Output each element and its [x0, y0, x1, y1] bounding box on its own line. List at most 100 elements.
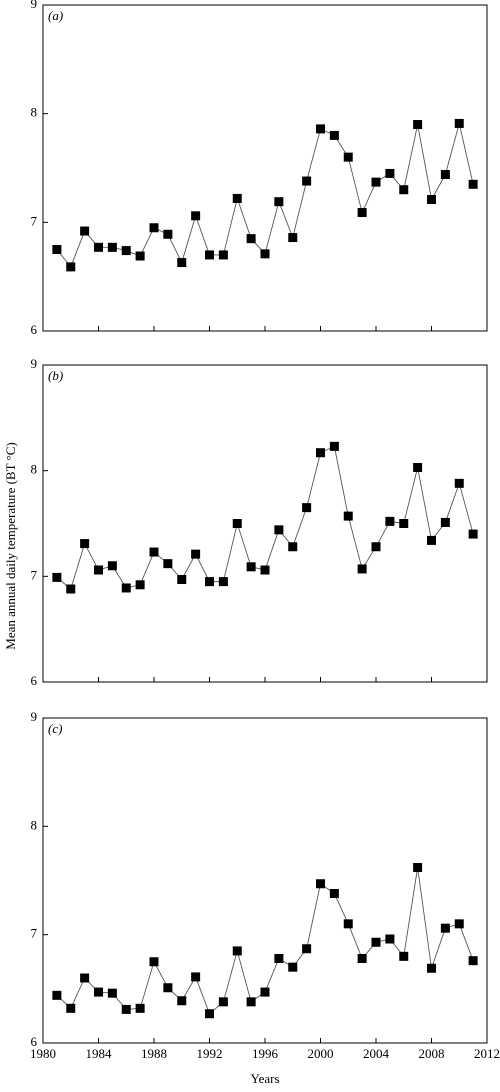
marker [149, 547, 159, 557]
x-tick-label: 2012 [474, 1046, 500, 1061]
x-tick-label: 2004 [363, 1046, 390, 1061]
marker [316, 124, 325, 134]
marker [94, 242, 103, 252]
marker [302, 176, 312, 186]
panel-label: (c) [48, 721, 62, 736]
marker [191, 972, 201, 982]
marker [329, 889, 339, 898]
y-tick-label: 7 [31, 926, 38, 941]
marker [80, 973, 90, 983]
marker [427, 963, 436, 973]
marker [66, 1003, 76, 1013]
x-tick-label: 1988 [141, 1046, 167, 1061]
y-tick-label: 7 [31, 213, 38, 228]
marker [371, 937, 381, 947]
marker [177, 258, 187, 268]
marker [371, 542, 381, 552]
marker [205, 1009, 214, 1019]
marker [260, 565, 270, 575]
marker [121, 583, 131, 593]
marker [454, 118, 464, 128]
marker [468, 529, 478, 539]
marker [191, 211, 201, 221]
marker [121, 1004, 131, 1014]
marker [205, 250, 214, 260]
marker [343, 511, 353, 521]
marker [52, 245, 62, 254]
marker [177, 575, 187, 585]
panel-label: (b) [48, 368, 63, 383]
marker [107, 242, 117, 252]
marker [385, 516, 395, 526]
plot-frame [42, 364, 488, 683]
y-axis-label: Mean annual daily temperature (BT °C) [3, 442, 18, 649]
y-tick-label: 8 [31, 817, 38, 832]
marker [135, 580, 145, 590]
marker [440, 517, 450, 527]
marker [191, 549, 201, 559]
marker [329, 130, 339, 140]
marker [343, 919, 353, 929]
marker [357, 564, 367, 574]
marker [94, 987, 103, 997]
y-tick-label: 6 [31, 673, 38, 688]
marker [135, 251, 145, 261]
x-tick-label: 2008 [419, 1046, 445, 1061]
marker [274, 197, 284, 207]
marker [52, 572, 62, 582]
marker [316, 448, 325, 458]
marker [246, 234, 256, 244]
marker [149, 957, 159, 967]
marker [163, 559, 173, 569]
marker [94, 565, 103, 575]
y-tick-label: 6 [31, 1034, 38, 1049]
marker [329, 441, 339, 451]
marker [274, 954, 284, 963]
x-tick-label: 1984 [86, 1046, 113, 1061]
series-line [56, 123, 474, 268]
marker [468, 956, 478, 966]
y-tick-label: 9 [31, 709, 38, 724]
marker [177, 996, 187, 1006]
x-axis-label: Years [250, 1071, 279, 1086]
marker [440, 923, 450, 933]
y-tick-label: 9 [31, 356, 38, 371]
marker [454, 478, 464, 488]
x-tick-label: 1996 [252, 1046, 279, 1061]
marker [427, 535, 436, 545]
marker [107, 988, 117, 998]
y-tick-label: 7 [31, 567, 38, 582]
marker [232, 946, 242, 956]
marker [218, 577, 228, 587]
marker [357, 208, 367, 218]
marker [413, 863, 423, 872]
marker [218, 997, 228, 1007]
marker [288, 542, 298, 552]
marker [302, 503, 312, 513]
marker [135, 1003, 145, 1013]
marker [440, 170, 450, 180]
marker [413, 120, 423, 130]
marker [274, 525, 284, 535]
marker [357, 954, 367, 963]
marker [163, 983, 173, 993]
marker [385, 168, 395, 178]
marker [288, 962, 298, 972]
marker [371, 177, 381, 187]
marker [343, 152, 353, 162]
marker [205, 577, 214, 587]
panel-label: (a) [48, 8, 63, 23]
marker [232, 519, 242, 528]
marker [399, 519, 409, 528]
marker [468, 179, 478, 189]
marker [121, 246, 131, 256]
marker [316, 879, 325, 889]
marker [246, 997, 256, 1007]
marker [246, 562, 256, 572]
marker [218, 250, 228, 260]
x-tick-label: 1980 [30, 1046, 56, 1061]
marker [454, 919, 464, 929]
x-tick-label: 2000 [308, 1046, 334, 1061]
x-tick-label: 1992 [197, 1046, 223, 1061]
